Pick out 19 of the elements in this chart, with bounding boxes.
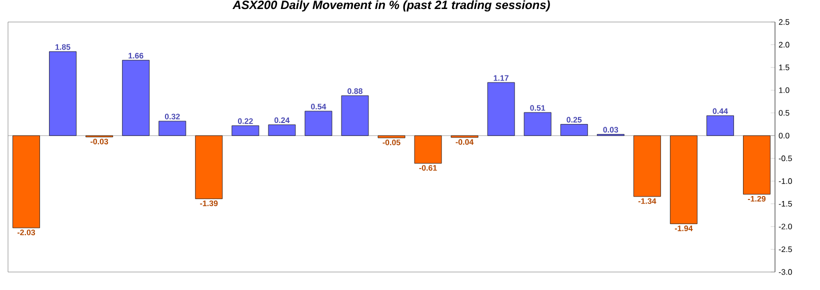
- bar: [706, 115, 734, 136]
- bar: [195, 135, 223, 200]
- bar: [304, 110, 332, 136]
- bar: [378, 135, 406, 138]
- bar: [268, 124, 296, 136]
- bar: [414, 135, 442, 164]
- bar: [633, 135, 661, 197]
- bar: [341, 95, 369, 136]
- bar: [12, 135, 40, 228]
- bar: [49, 51, 76, 136]
- bar: [232, 125, 260, 136]
- bar: [487, 82, 515, 136]
- bar: [743, 135, 770, 194]
- chart-title: ASX200 Daily Movement in % (past 21 trading sessions): [232, 0, 550, 12]
- bar: [122, 60, 150, 136]
- bar: [158, 120, 186, 136]
- bar: [560, 124, 588, 136]
- bar: [670, 135, 698, 224]
- bar: [524, 112, 552, 136]
